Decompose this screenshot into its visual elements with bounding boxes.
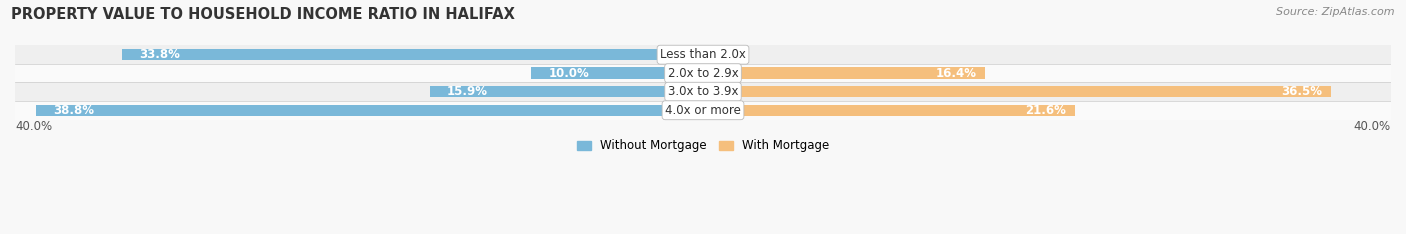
Text: 4.0x or more: 4.0x or more	[665, 104, 741, 117]
Bar	[35, 105, 703, 116]
Bar	[15, 45, 1391, 64]
Text: 2.0x to 2.9x: 2.0x to 2.9x	[668, 67, 738, 80]
Bar	[15, 82, 1391, 101]
Text: 0.0%: 0.0%	[711, 48, 741, 61]
Bar	[703, 86, 1331, 98]
Text: Less than 2.0x: Less than 2.0x	[659, 48, 747, 61]
Text: 38.8%: 38.8%	[53, 104, 94, 117]
Bar	[703, 67, 986, 79]
Text: 10.0%: 10.0%	[548, 67, 589, 80]
Text: 3.0x to 3.9x: 3.0x to 3.9x	[668, 85, 738, 98]
Text: Source: ZipAtlas.com: Source: ZipAtlas.com	[1277, 7, 1395, 17]
Bar	[15, 64, 1391, 82]
Text: PROPERTY VALUE TO HOUSEHOLD INCOME RATIO IN HALIFAX: PROPERTY VALUE TO HOUSEHOLD INCOME RATIO…	[11, 7, 515, 22]
Bar	[703, 105, 1074, 116]
Text: 15.9%: 15.9%	[447, 85, 488, 98]
Legend: Without Mortgage, With Mortgage: Without Mortgage, With Mortgage	[576, 139, 830, 152]
Bar	[122, 49, 703, 60]
Text: 16.4%: 16.4%	[935, 67, 977, 80]
Text: 33.8%: 33.8%	[139, 48, 180, 61]
Bar	[15, 101, 1391, 120]
Bar	[429, 86, 703, 98]
Text: 21.6%: 21.6%	[1025, 104, 1066, 117]
Text: 40.0%: 40.0%	[1354, 120, 1391, 132]
Bar	[531, 67, 703, 79]
Text: 36.5%: 36.5%	[1281, 85, 1322, 98]
Text: 40.0%: 40.0%	[15, 120, 52, 132]
